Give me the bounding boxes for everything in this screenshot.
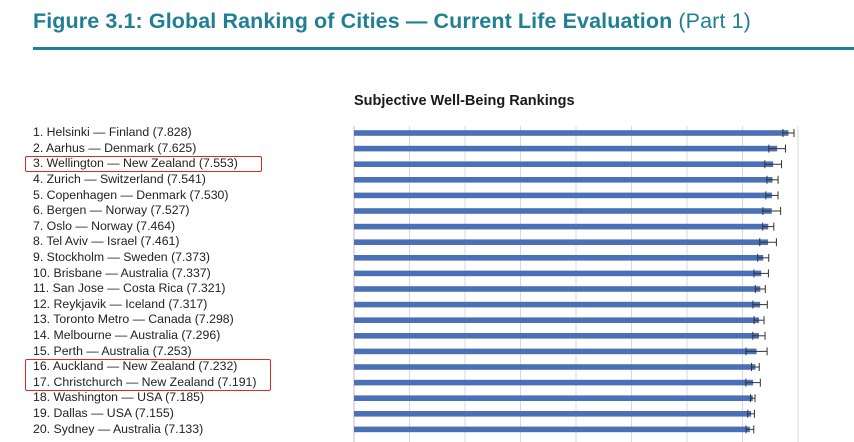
category-label: 18. Washington — USA (7.185) — [33, 390, 205, 405]
category-label: 2. Aarhus — Denmark (7.625) — [33, 140, 197, 155]
category-label: 4. Zurich — Switzerland (7.541) — [33, 172, 206, 186]
figure-title-main: Figure 3.1: Global Ranking of Cities — C… — [33, 9, 673, 33]
bar — [354, 223, 769, 230]
error-bar — [759, 238, 777, 247]
bar — [354, 317, 760, 323]
highlight-box — [25, 155, 262, 173]
error-bar — [762, 207, 782, 215]
bar — [354, 239, 769, 245]
bar — [354, 145, 778, 152]
bar — [354, 364, 756, 370]
category-label: 20. Sydney — Australia (7.133) — [33, 421, 204, 436]
title-divider — [33, 47, 854, 50]
bar — [354, 301, 761, 308]
category-label: 14. Melbourne — Australia (7.296) — [33, 328, 221, 342]
error-bar — [766, 175, 779, 184]
error-bar — [745, 425, 755, 434]
figure-title: Figure 3.1: Global Ranking of Cities — C… — [33, 9, 751, 34]
error-bar — [745, 378, 761, 387]
category-label: 13. Toronto Metro — Canada (7.298) — [33, 312, 234, 327]
bar — [354, 286, 761, 292]
bar — [354, 333, 759, 339]
bar — [354, 411, 752, 417]
bar — [354, 348, 757, 355]
bar — [354, 255, 764, 261]
bar — [354, 161, 774, 167]
error-bar — [782, 129, 795, 137]
bar — [354, 395, 753, 401]
ranking-labels: 1. Helsinki — Finland (7.828) 2. Aarhus —… — [25, 124, 333, 442]
error-bar — [752, 331, 766, 340]
category-label: 11. San Jose — Costa Rica (7.321) — [33, 281, 226, 296]
category-label: 1. Helsinki — Finland (7.828) — [33, 125, 192, 140]
error-bar — [765, 191, 779, 200]
category-label: 19. Dallas — USA (7.155) — [33, 406, 174, 420]
category-label: 9. Stockholm — Sweden (7.373) — [33, 250, 211, 264]
error-bar — [750, 394, 756, 403]
bar — [354, 192, 772, 199]
error-bar — [752, 300, 768, 309]
category-label: 17. Christchurch — New Zealand (7.191) — [33, 374, 257, 389]
figure-title-part: (Part 1) — [678, 9, 751, 33]
category-label: 16. Auckland — New Zealand (7.232) — [33, 359, 238, 374]
bar — [354, 270, 762, 277]
error-bar — [754, 285, 766, 293]
error-bar — [745, 347, 768, 356]
error-bar — [762, 222, 775, 231]
category-label: 6. Bergen — Norway (7.527) — [33, 203, 190, 218]
error-bar — [757, 253, 770, 262]
error-bar — [768, 144, 787, 153]
bar — [354, 426, 750, 433]
error-bar — [764, 160, 783, 169]
category-label: 12. Reykjavik — Iceland (7.317) — [33, 296, 208, 311]
chart-title: Subjective Well-Being Rankings — [354, 93, 575, 109]
category-label: 3. Wellington — New Zealand (7.553) — [33, 156, 238, 171]
category-label: 10. Brisbane — Australia (7.337) — [33, 265, 211, 280]
error-bar — [753, 316, 765, 325]
bar — [354, 208, 772, 214]
category-label: 5. Copenhagen — Denmark (7.530) — [33, 187, 229, 202]
error-bar — [750, 363, 760, 371]
category-label: 7. Oslo — Norway (7.464) — [33, 218, 176, 233]
category-label: 8. Tel Aviv — Israel (7.461) — [33, 234, 180, 249]
bar — [354, 177, 773, 183]
error-bar — [747, 409, 755, 418]
bar — [354, 379, 754, 386]
highlight-box — [25, 358, 271, 391]
category-label: 15. Perth — Australia (7.253) — [33, 343, 192, 358]
error-bar — [753, 269, 769, 278]
bar — [354, 130, 789, 136]
